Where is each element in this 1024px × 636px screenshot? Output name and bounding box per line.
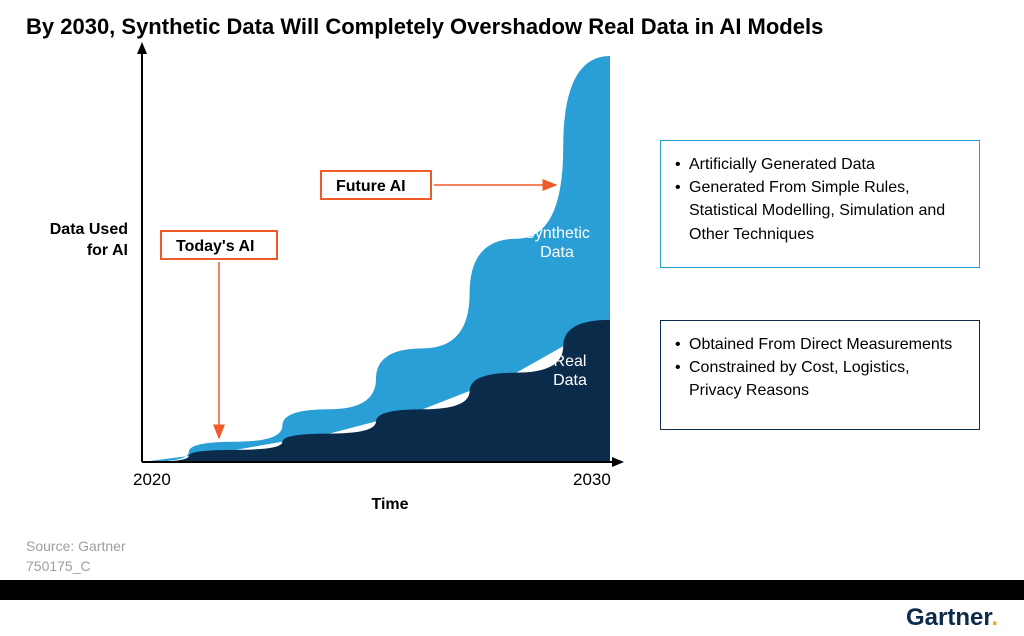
info-item: Constrained by Cost, Logistics, Privacy …: [675, 356, 965, 402]
logo-text: Gartner: [906, 604, 991, 631]
callout-box: Today's AI: [160, 230, 278, 260]
area-label: SyntheticData: [512, 224, 602, 262]
source-line: 750175_C: [26, 558, 91, 574]
info-item: Obtained From Direct Measurements: [675, 333, 965, 356]
info-item: Artificially Generated Data: [675, 153, 965, 176]
tick-label: 2020: [133, 470, 171, 490]
x-axis-label: Time: [330, 496, 450, 514]
source-line: Source: Gartner: [26, 538, 126, 554]
callout-box: Future AI: [320, 170, 432, 200]
area-label: RealData: [540, 352, 600, 390]
gartner-logo: Gartner.: [906, 604, 998, 632]
info-item: Generated From Simple Rules, Statistical…: [675, 176, 965, 246]
footer-bar: [0, 580, 1024, 600]
tick-label: 2030: [573, 470, 611, 490]
chart-title: By 2030, Synthetic Data Will Completely …: [26, 14, 823, 40]
info-box: Artificially Generated DataGenerated Fro…: [660, 140, 980, 268]
y-axis-label: Data Usedfor AI: [10, 220, 128, 262]
logo-dot: .: [991, 604, 998, 631]
info-box: Obtained From Direct MeasurementsConstra…: [660, 320, 980, 430]
